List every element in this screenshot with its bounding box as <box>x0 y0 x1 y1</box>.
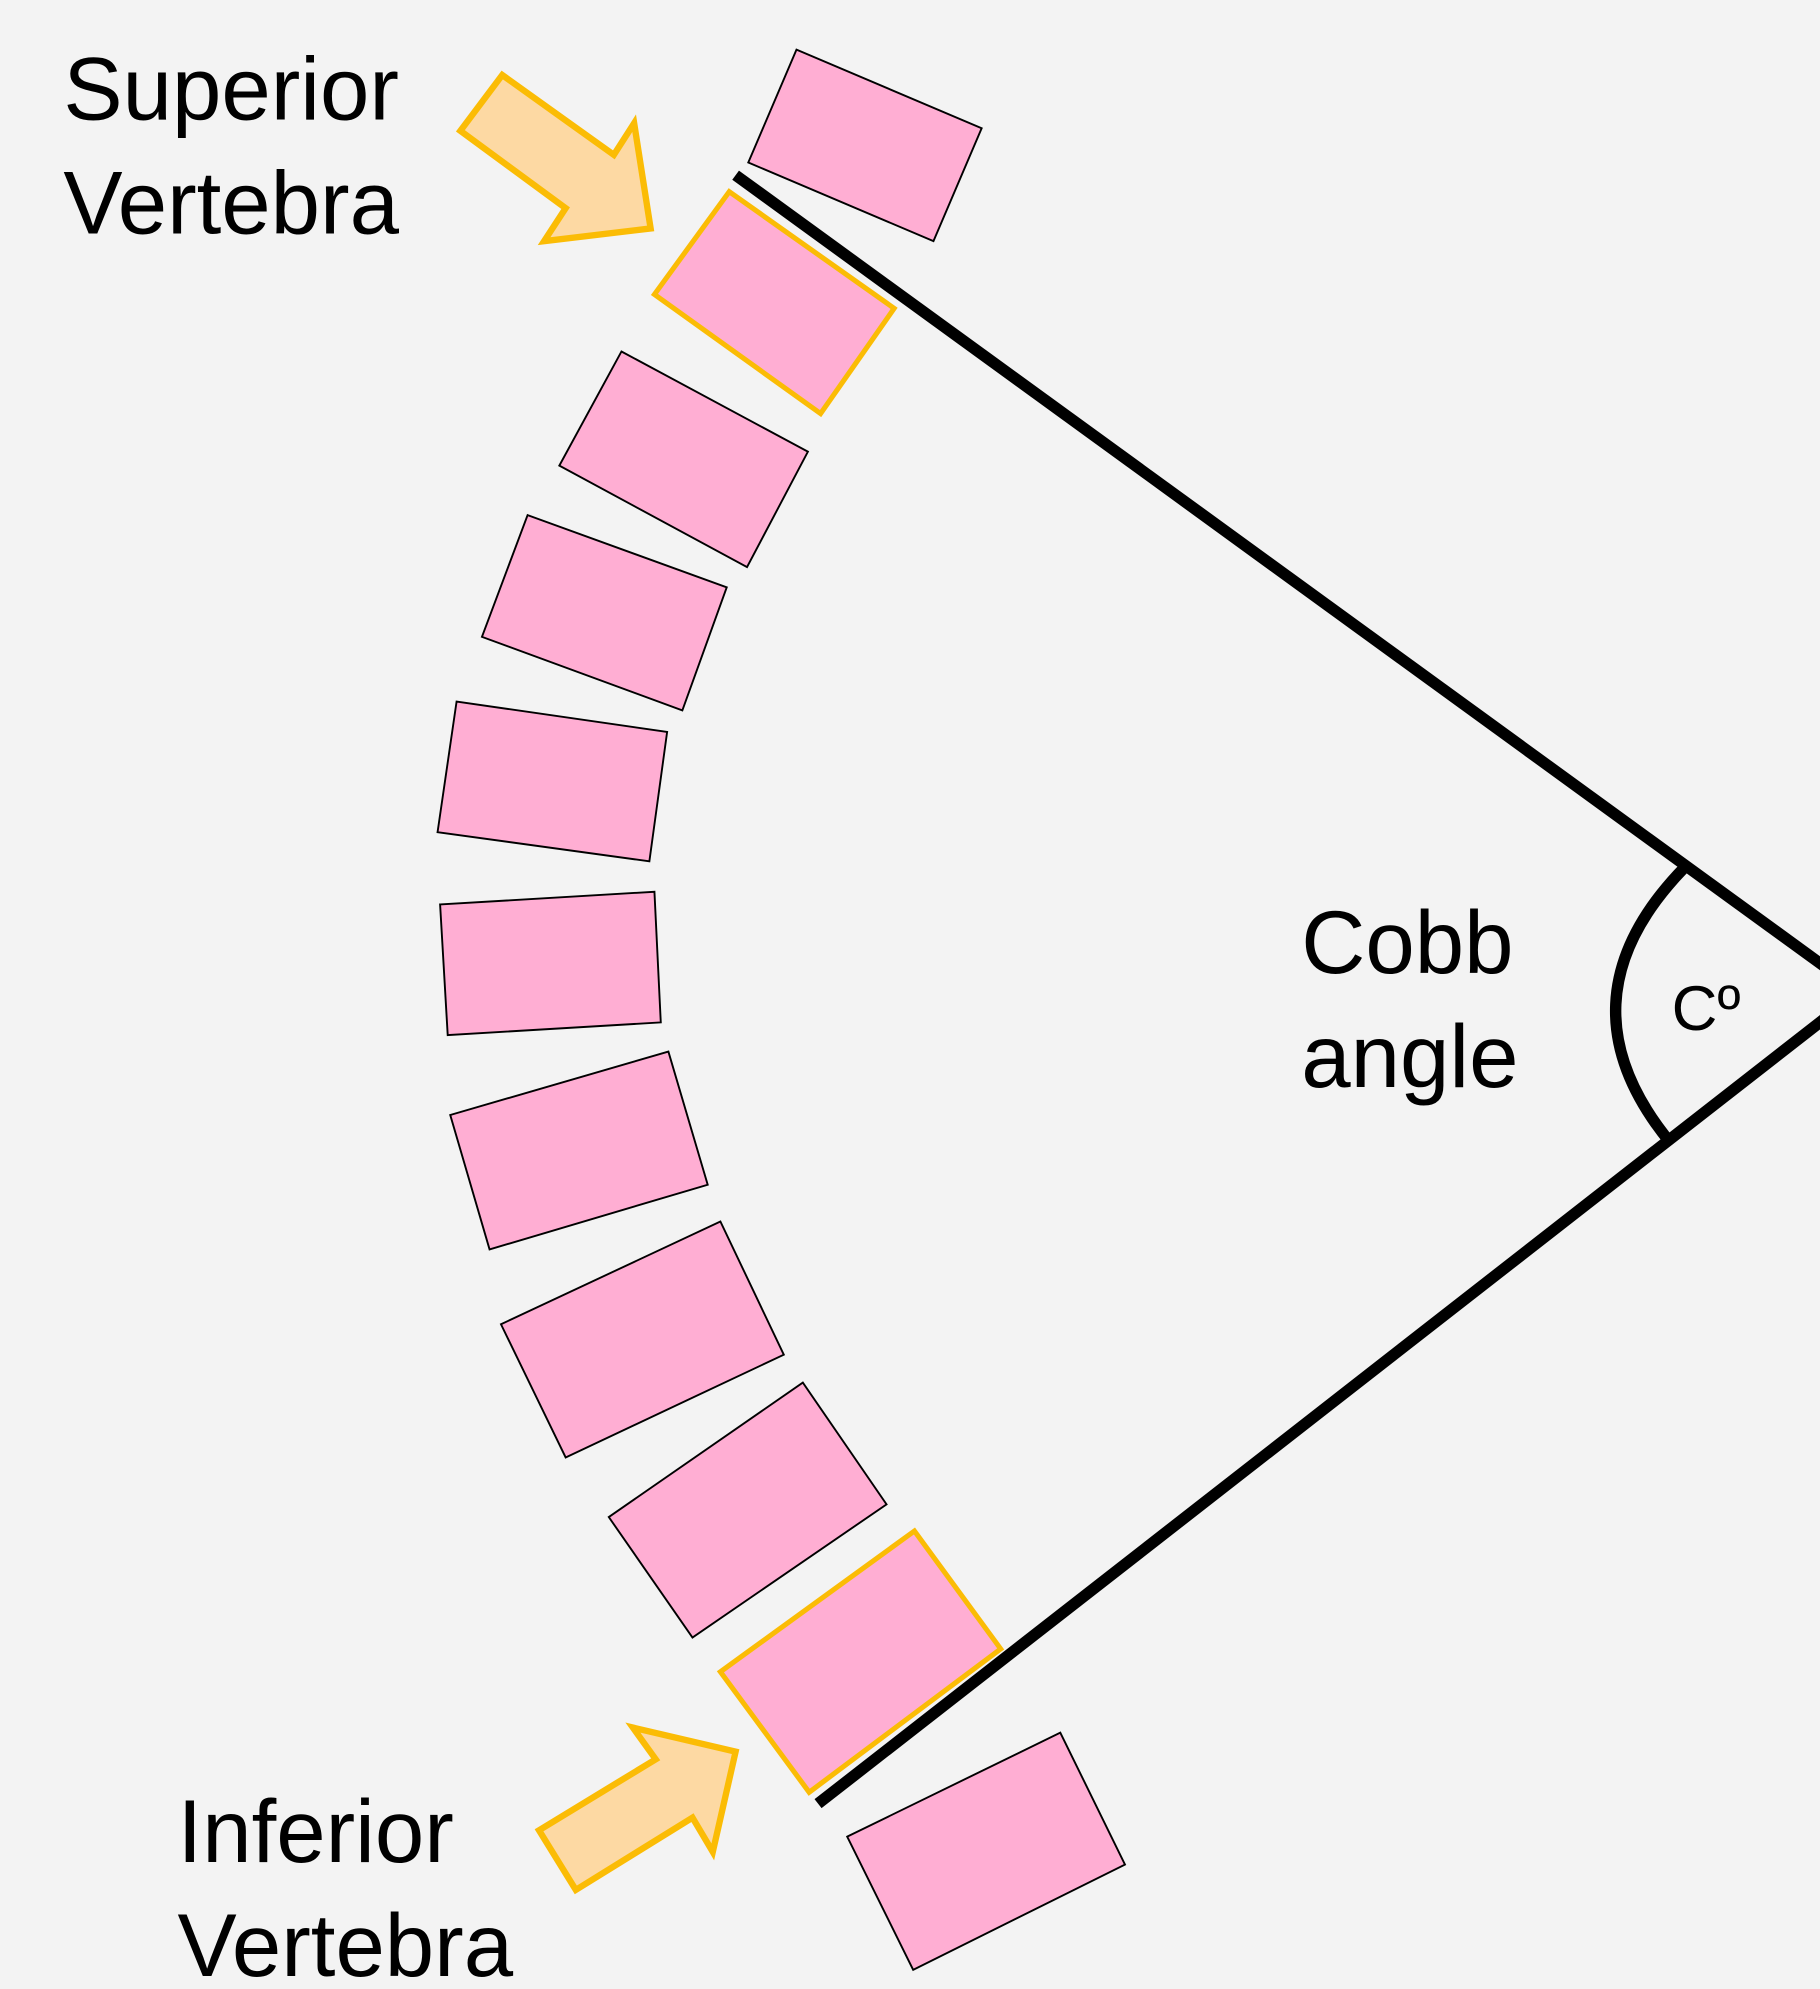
angle-label: Cobb <box>1301 893 1513 992</box>
superior-label: Superior <box>63 39 399 138</box>
page: {"superior_label":{"line1":"Superior","l… <box>0 0 1820 1989</box>
inferior-label: Vertebra <box>178 1896 514 1989</box>
vertebra <box>440 892 661 1035</box>
superior-label: Vertebra <box>63 154 399 253</box>
inferior-label: Inferior <box>178 1782 454 1881</box>
cobb-angle-diagram: Superior Vertebra Inferior Vertebra Cobb… <box>0 0 1820 1989</box>
angle-symbol: Cº <box>1672 974 1741 1044</box>
angle-label: angle <box>1301 1007 1518 1106</box>
